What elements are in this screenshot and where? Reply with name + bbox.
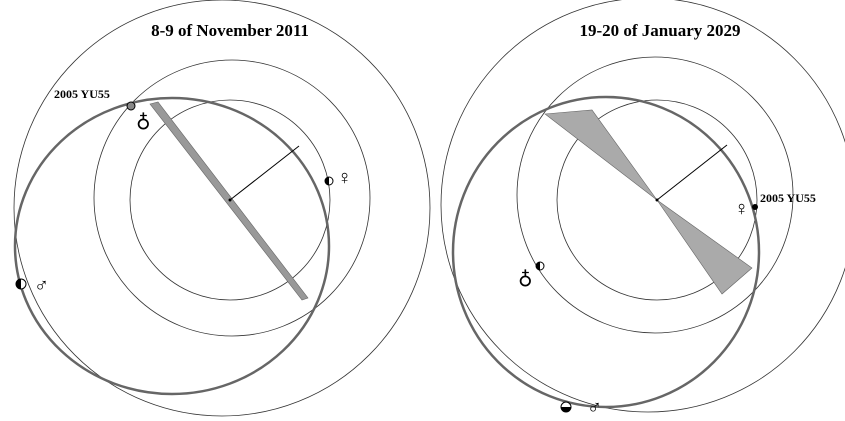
panel-2011: 8-9 of November 2011 2005 YU55 ♁ ♀ ♂	[13, 0, 431, 417]
asteroid-label: 2005 YU55	[54, 87, 110, 101]
venus-symbol: ♀	[337, 167, 352, 189]
panel-title: 19-20 of January 2029	[579, 21, 740, 40]
venus-shade	[325, 177, 329, 185]
venus-orbit	[129, 99, 331, 301]
mars-orbit	[13, 0, 431, 417]
asteroid-marker	[752, 204, 758, 210]
mars-symbol: ♂	[34, 275, 49, 297]
earth-orbit	[516, 56, 794, 334]
venus-symbol: ♀	[734, 198, 749, 220]
asteroid-label: 2005 YU55	[760, 191, 816, 205]
mars-symbol: ♂	[587, 397, 602, 419]
earth-symbol: ♁	[518, 267, 533, 289]
sun	[655, 198, 659, 202]
mars-shade	[16, 279, 21, 289]
asteroid-marker	[126, 101, 136, 111]
earth-orbit	[93, 59, 371, 337]
radius-line	[656, 144, 728, 201]
panel-title: 8-9 of November 2011	[151, 21, 309, 40]
sight-cone	[656, 199, 753, 295]
earth-shade	[536, 262, 540, 270]
panel-2029: 19-20 of January 2029 2005 YU55 ♁ ♀ ♂	[440, 0, 845, 419]
mars-orbit	[440, 0, 845, 413]
earth-symbol: ♁	[136, 110, 151, 132]
venus-orbit	[556, 99, 758, 301]
sun	[228, 198, 232, 202]
radius-line	[229, 145, 300, 201]
asteroid-orbit	[13, 96, 331, 396]
sight-cone	[544, 109, 658, 201]
asteroid-orbit	[451, 95, 761, 409]
mars-shade	[561, 407, 571, 412]
